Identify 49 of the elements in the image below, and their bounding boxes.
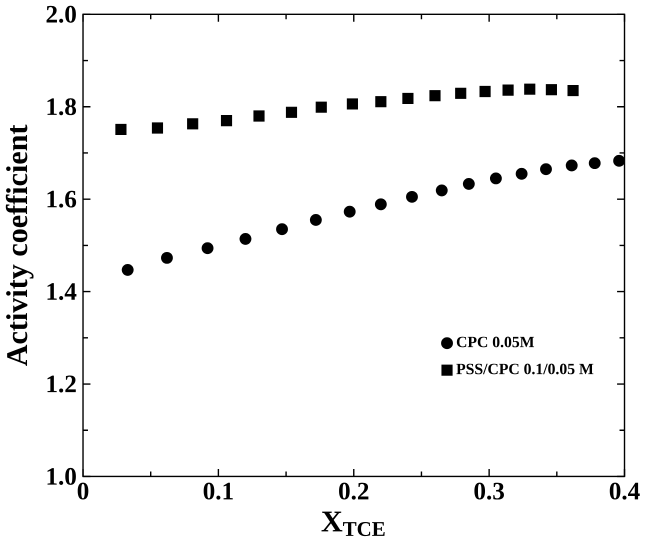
x-tick-label: 0 bbox=[78, 482, 88, 500]
point bbox=[613, 154, 626, 167]
point bbox=[375, 96, 386, 108]
point bbox=[546, 84, 557, 96]
y-tick-label: 1.8 bbox=[48, 98, 76, 116]
point bbox=[344, 206, 356, 218]
point bbox=[115, 124, 126, 136]
point bbox=[516, 168, 528, 180]
point bbox=[161, 252, 173, 264]
x-tick-label: 0.1 bbox=[204, 482, 233, 500]
point bbox=[429, 90, 441, 102]
point bbox=[462, 178, 475, 190]
point bbox=[455, 88, 466, 99]
y-tick-label: 1.2 bbox=[48, 376, 76, 393]
y-axis-title: Activity coefficient bbox=[6, 124, 34, 366]
point bbox=[310, 214, 322, 226]
point bbox=[276, 223, 288, 236]
point bbox=[187, 118, 198, 130]
point bbox=[566, 160, 578, 172]
x-tick-label: 0.2 bbox=[339, 482, 368, 500]
point bbox=[374, 198, 387, 210]
point bbox=[253, 110, 265, 122]
point bbox=[122, 264, 134, 276]
point bbox=[402, 92, 414, 104]
point bbox=[152, 122, 164, 134]
legend-label: PSS/CPC 0.1/0.05 M bbox=[456, 364, 594, 374]
x-tick-label: 0.4 bbox=[610, 482, 640, 500]
point bbox=[316, 102, 327, 113]
point bbox=[490, 172, 502, 184]
point bbox=[436, 184, 448, 196]
point bbox=[240, 233, 252, 245]
y-tick-label: 1.6 bbox=[48, 190, 76, 208]
x-axis-title: X$_{TCE}$ bbox=[321, 512, 385, 536]
point bbox=[502, 84, 514, 96]
point bbox=[524, 84, 536, 95]
point bbox=[286, 106, 298, 118]
legend-label: CPC 0.05M bbox=[456, 336, 534, 348]
y-tick-label: 2.0 bbox=[46, 6, 76, 23]
point bbox=[567, 85, 579, 96]
y-tick-label: 1.4 bbox=[48, 283, 76, 300]
point bbox=[480, 86, 491, 98]
y-tick-label: 1.0 bbox=[48, 468, 76, 486]
point bbox=[406, 190, 418, 203]
point bbox=[202, 242, 214, 254]
point bbox=[346, 98, 358, 110]
point bbox=[220, 115, 232, 126]
x-tick-label: 0.3 bbox=[474, 482, 504, 500]
point bbox=[540, 163, 552, 176]
point bbox=[588, 157, 601, 170]
